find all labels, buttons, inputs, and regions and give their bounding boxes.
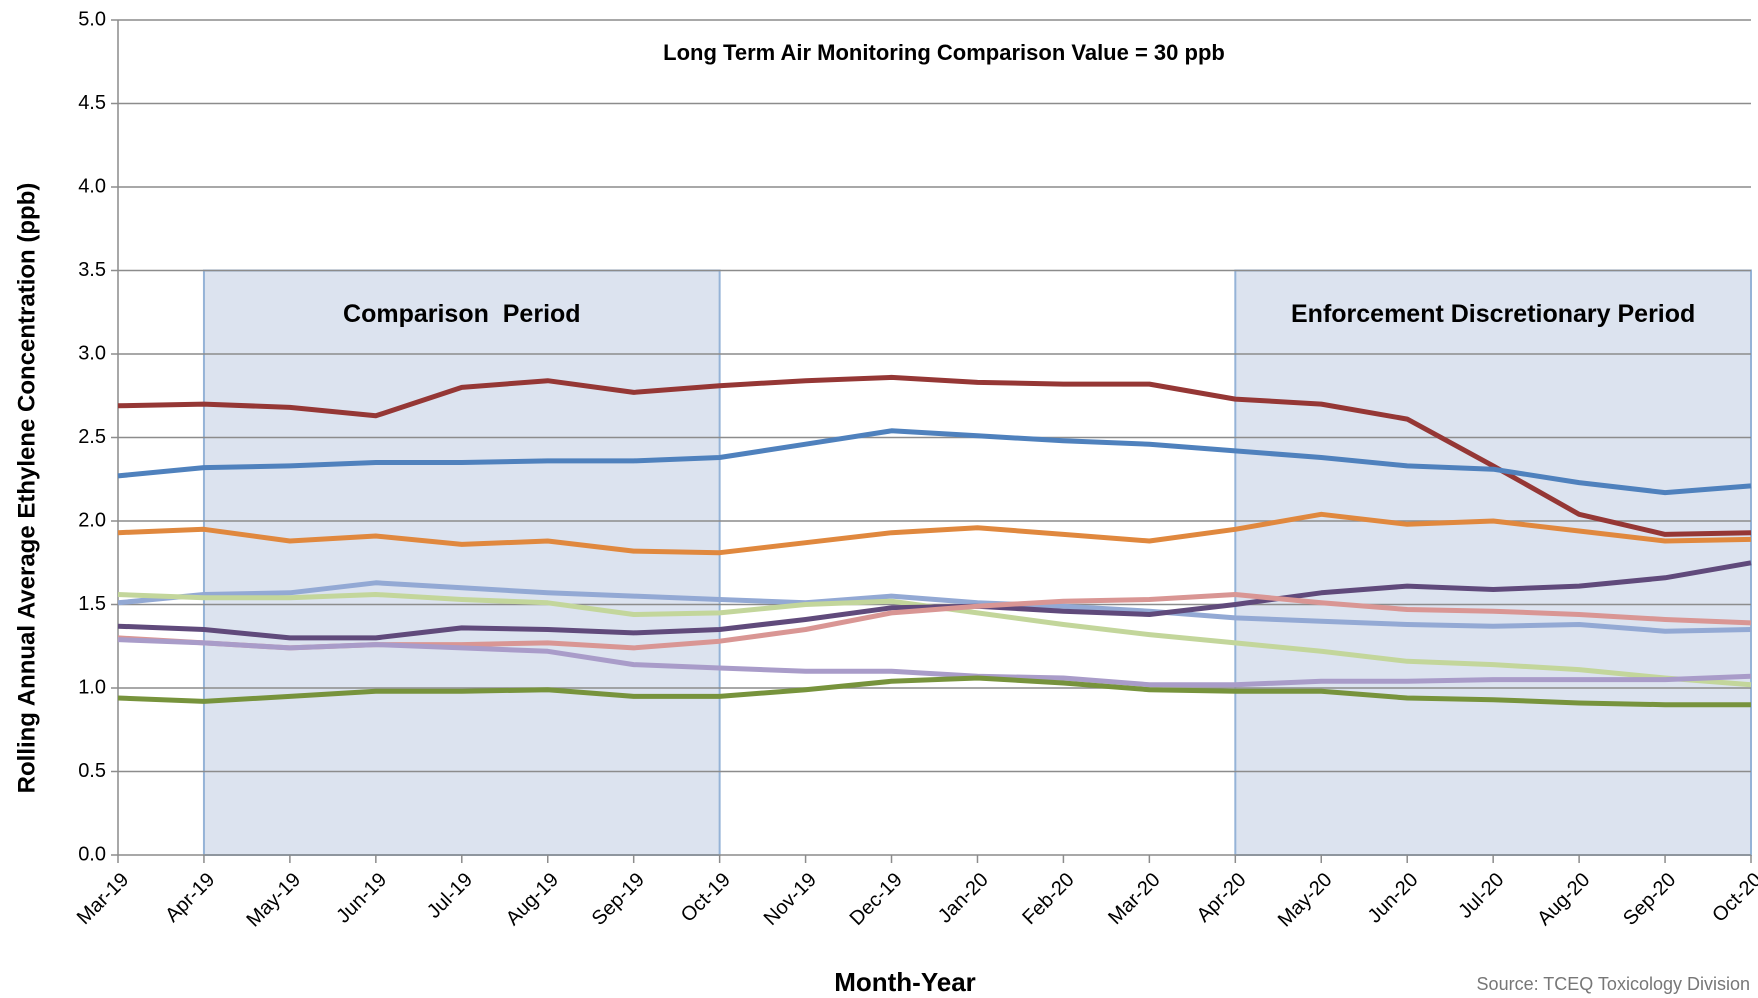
x-tick-label: Mar-19: [73, 869, 133, 929]
y-tick-label: 1.5: [78, 593, 106, 615]
x-tick-label: Sep-20: [1619, 869, 1680, 930]
y-tick-label: 4.0: [78, 175, 106, 197]
x-tick-label: May-19: [242, 869, 305, 932]
x-tick-label: Mar-20: [1104, 869, 1164, 929]
x-tick-label: Jun-20: [1364, 869, 1423, 928]
x-tick-label: Apr-20: [1193, 869, 1251, 927]
x-tick-label: Oct-20: [1708, 869, 1758, 927]
x-tick-label: Dec-19: [846, 869, 907, 930]
shaded-region: [1234, 269, 1752, 856]
y-tick-label: 2.5: [78, 426, 106, 448]
x-tick-label: Apr-19: [161, 869, 219, 927]
source: Source: TCEQ Toxicology Division: [1477, 974, 1750, 994]
series-line: [117, 428, 1752, 496]
x-tick-label: Nov-19: [760, 869, 821, 930]
y-tick-label: 4.5: [78, 92, 106, 114]
y-tick-label: 2.0: [78, 509, 106, 531]
series-line: [117, 675, 1751, 708]
x-tick-label: Jan-20: [934, 869, 993, 928]
series-line: [117, 374, 1752, 537]
x-tick-label: Aug-20: [1533, 869, 1594, 930]
shaded-region: [202, 269, 721, 856]
x-axis-title: Month-Year: [834, 967, 976, 997]
x-tick-label: Aug-19: [502, 869, 563, 930]
y-tick-label: 3.0: [78, 342, 106, 364]
x-tick-label: Jun-19: [332, 869, 391, 928]
series-line: [117, 511, 1752, 556]
y-tick-label: 0.0: [78, 843, 106, 865]
series-line: [117, 637, 1752, 688]
y-tick-label: 3.5: [78, 259, 106, 281]
x-tick-label: Jul-19: [423, 869, 477, 923]
region-label: Comparison Period: [343, 300, 581, 328]
x-tick-label: Jul-20: [1454, 869, 1508, 923]
y-tick-label: 0.5: [78, 760, 106, 782]
series-line: [117, 580, 1752, 634]
x-tick-label: Sep-19: [588, 869, 649, 930]
region-label: Enforcement Discretionary Period: [1291, 300, 1695, 328]
annotation: Long Term Air Monitoring Comparison Valu…: [663, 40, 1225, 65]
x-tick-label: Oct-19: [677, 869, 735, 927]
series-line: [117, 560, 1752, 641]
y-axis-title: Rolling Annual Average Ethylene Concentr…: [13, 183, 40, 794]
x-tick-label: May-20: [1274, 869, 1337, 932]
x-tick-label: Feb-20: [1018, 869, 1078, 929]
y-tick-label: 1.0: [78, 676, 106, 698]
y-tick-label: 5.0: [78, 8, 106, 30]
